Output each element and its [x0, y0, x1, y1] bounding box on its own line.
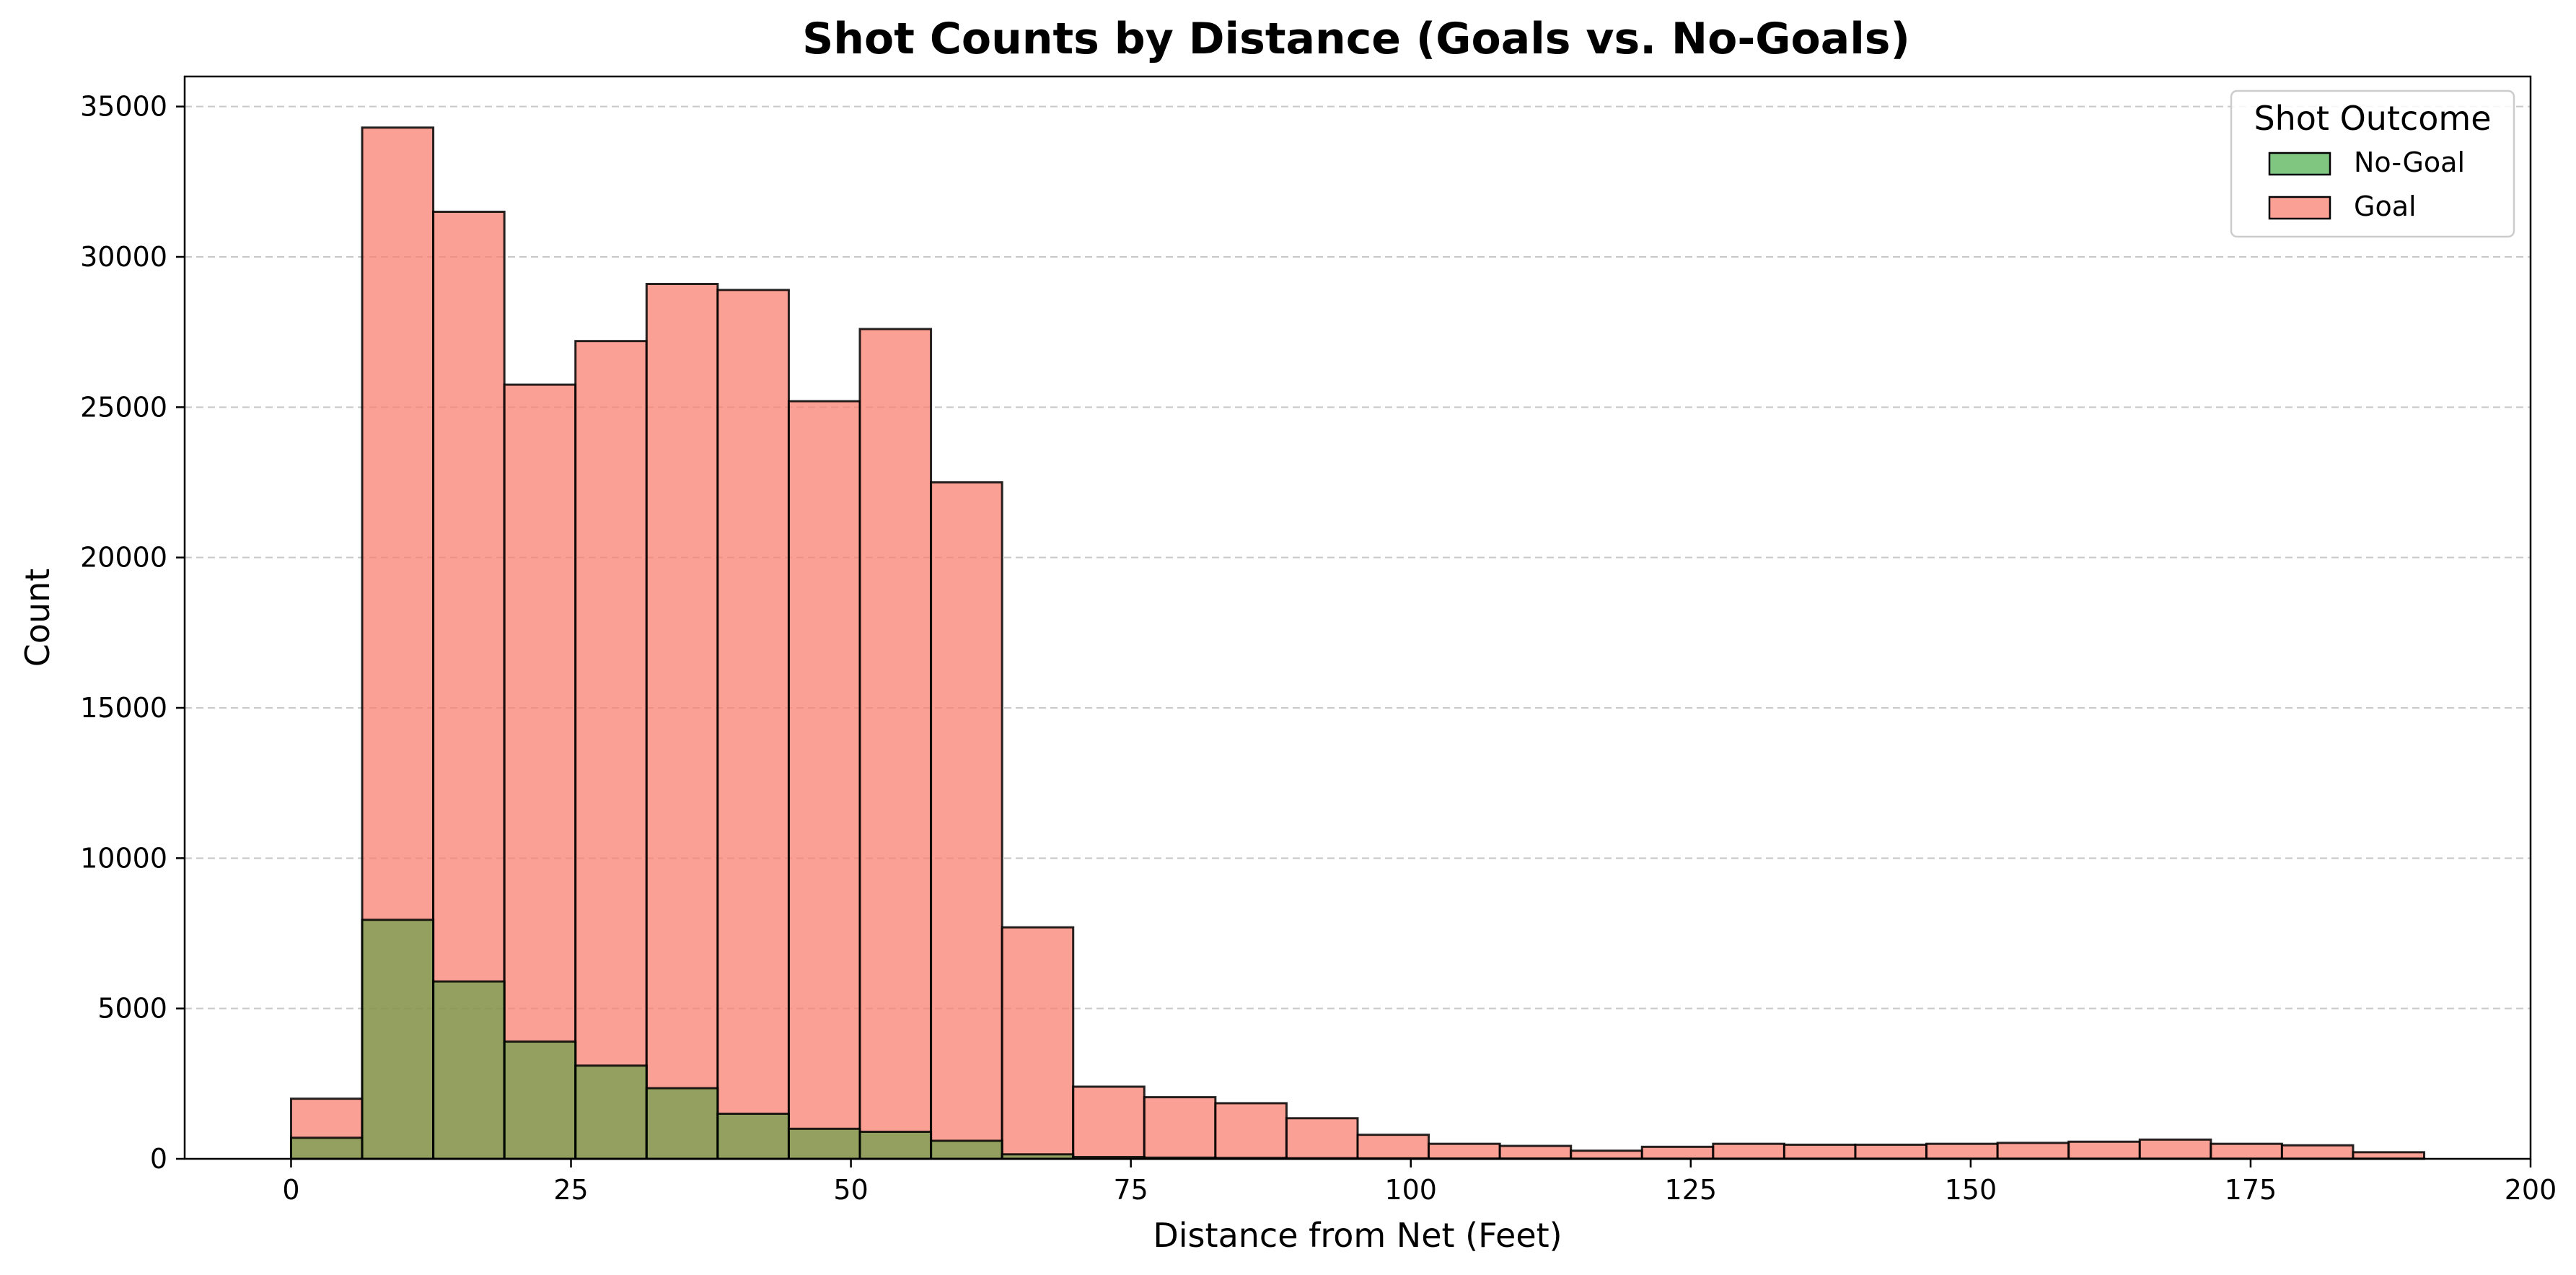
goal-bar: [1428, 1142, 1501, 1160]
x-axis-label: Distance from Net (Feet): [1153, 1216, 1562, 1255]
y-gridlines: [185, 105, 2531, 1009]
goal-bar: [1996, 1142, 2070, 1160]
plot-frame: [183, 75, 2532, 1160]
goal-bar: [858, 328, 933, 1160]
goal-bar: [1712, 1142, 1785, 1160]
goal-bar: [645, 283, 719, 1160]
goal-bar: [2280, 1144, 2355, 1160]
legend: Shot Outcome No-Goal Goal: [2230, 89, 2515, 238]
no-goal-bars: [289, 919, 2426, 1160]
x-tick-label: 75: [1113, 1174, 1148, 1206]
no-goal-bar: [645, 1087, 719, 1160]
no-goal-bar: [930, 1139, 1003, 1160]
no-goal-bar: [716, 1113, 790, 1160]
legend-label-goal: Goal: [2354, 190, 2417, 222]
goal-bar: [1925, 1142, 1999, 1160]
no-goal-bar: [858, 1131, 933, 1160]
goal-bar: [503, 383, 577, 1160]
goal-bar: [930, 481, 1003, 1160]
x-axis-ticks: 0 25 50 75 100 125 150 175 200: [282, 1159, 2557, 1206]
goal-bar: [1854, 1143, 1928, 1160]
y-axis-label: Count: [18, 569, 57, 667]
goal-bar: [1285, 1117, 1359, 1160]
goal-bar: [716, 289, 790, 1160]
goal-bar: [1640, 1145, 1715, 1160]
y-tick-label: 15000: [80, 692, 167, 724]
no-goal-bar: [432, 980, 506, 1160]
goal-bar: [574, 340, 648, 1160]
goal-bar: [2138, 1138, 2212, 1160]
y-tick-label: 20000: [80, 542, 167, 574]
no-goal-bar: [503, 1040, 577, 1160]
x-tick-label: 25: [553, 1174, 588, 1206]
chart-title: Shot Counts by Distance (Goals vs. No-Go…: [802, 14, 1910, 64]
goal-bar: [1143, 1096, 1217, 1160]
no-goal-bar: [787, 1127, 861, 1160]
y-tick-label: 25000: [80, 391, 167, 423]
y-axis-ticks: 0 5000 10000 15000 20000 25000 30000 35000: [80, 91, 185, 1175]
goal-bar: [1001, 926, 1075, 1160]
x-tick-label: 50: [833, 1174, 868, 1206]
goal-bar: [2210, 1142, 2283, 1160]
x-tick-label: 125: [1665, 1174, 1718, 1206]
goal-bar: [787, 400, 861, 1160]
no-goal-bar: [574, 1064, 648, 1160]
goal-bar: [2067, 1140, 2141, 1160]
goal-bar: [1498, 1144, 1573, 1160]
goal-bar: [1072, 1085, 1146, 1160]
x-tick-label: 200: [2505, 1174, 2557, 1206]
x-tick-label: 0: [282, 1174, 299, 1206]
x-tick-label: 100: [1384, 1174, 1437, 1206]
goal-bar: [1782, 1143, 1857, 1160]
y-tick-label: 10000: [80, 842, 167, 874]
legend-swatch-no-goal: [2268, 152, 2331, 176]
y-tick-label: 0: [150, 1143, 167, 1175]
y-tick-label: 35000: [80, 91, 167, 123]
legend-title: Shot Outcome: [2254, 99, 2491, 138]
no-goal-bar: [361, 919, 435, 1160]
legend-swatch-goal: [2268, 196, 2331, 220]
goal-bar: [1214, 1102, 1288, 1160]
y-tick-label: 5000: [97, 993, 167, 1025]
no-goal-bar: [289, 1136, 364, 1160]
y-tick-label: 30000: [80, 241, 167, 273]
goal-bar: [1356, 1134, 1430, 1160]
x-tick-label: 150: [1945, 1174, 1997, 1206]
x-tick-label: 175: [2225, 1174, 2277, 1206]
legend-label-no-goal: No-Goal: [2354, 146, 2465, 178]
